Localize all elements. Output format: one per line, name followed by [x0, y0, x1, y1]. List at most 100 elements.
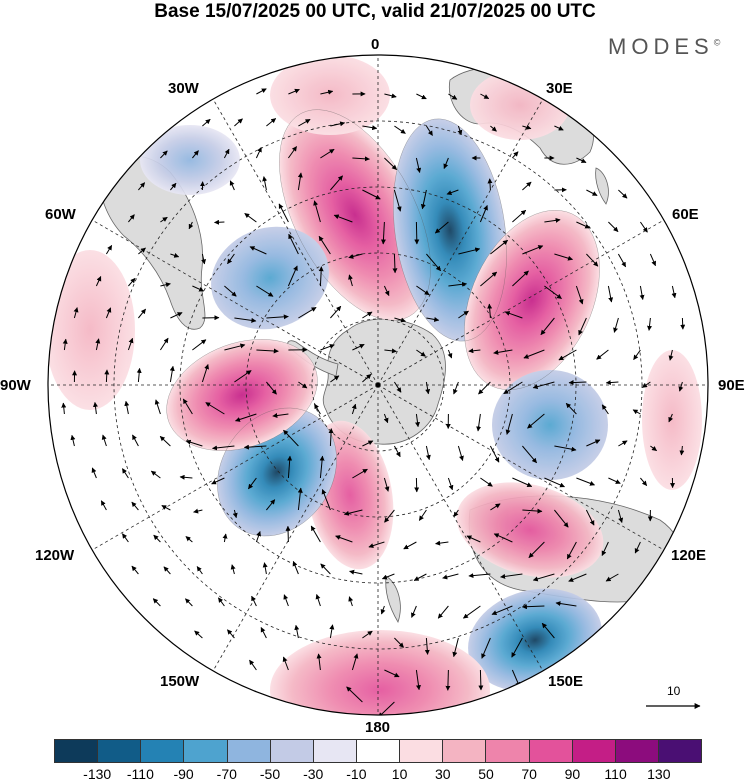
- wind-arrow: [383, 413, 389, 424]
- wind-arrow: [458, 247, 481, 255]
- colorbar-swatch: [98, 740, 142, 762]
- wind-arrow: [500, 573, 523, 579]
- colorbar-swatch: [443, 740, 487, 762]
- wind-arrow: [568, 573, 587, 582]
- wind-arrow: [394, 637, 404, 648]
- wind-arrow: [522, 124, 532, 130]
- wind-arrow: [445, 669, 451, 691]
- wind-arrow: [244, 212, 257, 223]
- wind-arrow: [544, 285, 562, 300]
- wind-arrow: [346, 686, 363, 703]
- wind-arrow: [522, 508, 543, 514]
- wind-arrow: [205, 402, 225, 415]
- wind-arrow: [413, 573, 427, 581]
- wind-arrow: [453, 381, 459, 395]
- wind-arrow: [442, 573, 459, 580]
- wind-arrow: [394, 317, 406, 323]
- wind-arrow: [554, 125, 564, 131]
- wind-arrow: [383, 477, 390, 492]
- wind-arrow: [202, 118, 211, 127]
- wind-arrow: [260, 627, 267, 639]
- wind-arrow: [608, 477, 621, 484]
- wind-arrow: [100, 500, 107, 511]
- colorbar-tick-label: 110: [604, 766, 627, 782]
- wind-arrow: [266, 381, 277, 395]
- colorbar-tick-label: -50: [259, 766, 281, 782]
- wind-arrow: [351, 653, 359, 671]
- wind-arrow: [128, 214, 135, 223]
- wind-arrow: [152, 598, 161, 607]
- wind-arrow: [192, 339, 207, 351]
- wind-arrow: [414, 221, 420, 245]
- wind-arrow: [568, 380, 587, 386]
- wind-arrow: [647, 317, 652, 331]
- wind-arrow: [416, 349, 426, 357]
- wind-arrow: [383, 285, 390, 297]
- wind-arrow: [639, 221, 648, 233]
- wind-arrow: [605, 380, 619, 386]
- wind-arrow: [288, 233, 299, 255]
- wind-arrow: [680, 317, 686, 330]
- wind-arrow: [170, 182, 177, 191]
- wind-arrow: [632, 409, 641, 415]
- wind-arrow: [314, 403, 321, 415]
- wind-arrow: [601, 404, 609, 415]
- wind-arrow: [234, 118, 243, 127]
- wind-arrow: [319, 455, 325, 479]
- wind-arrow: [490, 503, 501, 511]
- lon-label-180: 180: [365, 719, 391, 736]
- wind-arrow: [128, 277, 136, 287]
- wind-arrow: [298, 381, 308, 389]
- wind-arrow: [601, 541, 609, 556]
- wind-arrow: [266, 314, 289, 320]
- wind-arrow: [493, 349, 513, 355]
- negative-anomaly-90e: [492, 370, 608, 480]
- wind-arrow: [468, 573, 491, 579]
- wind-arrow: [578, 317, 587, 336]
- wind-arrow: [335, 535, 353, 543]
- wind-arrow: [138, 182, 146, 191]
- wind-arrow: [457, 445, 464, 461]
- wind-arrow: [138, 308, 146, 319]
- wind-arrow: [633, 349, 641, 361]
- wind-arrow: [532, 381, 555, 390]
- wind-arrow: [649, 253, 656, 267]
- wind-arrow: [104, 369, 110, 383]
- wind-arrow: [150, 470, 161, 479]
- wind-arrow: [160, 282, 171, 288]
- wind-arrow: [211, 477, 225, 485]
- meridian-60w: [91, 219, 379, 386]
- wind-arrow: [235, 413, 257, 422]
- wind-arrow: [160, 150, 168, 159]
- wind-arrow: [476, 413, 482, 432]
- wind-arrow: [234, 317, 257, 323]
- meridian-150w: [212, 384, 379, 672]
- wind-arrow: [420, 189, 427, 210]
- wind-arrow: [313, 200, 321, 223]
- wind-arrow: [230, 564, 236, 575]
- wind-arrow: [266, 499, 276, 511]
- wind-arrow: [285, 525, 291, 543]
- wind-arrow: [255, 146, 262, 159]
- wind-arrow: [320, 148, 335, 159]
- meridian-30e: [377, 98, 544, 386]
- wind-arrow: [505, 413, 513, 435]
- colorbar-tick-label: 130: [647, 766, 671, 782]
- wind-arrow: [434, 221, 449, 234]
- wind-arrow: [266, 118, 277, 127]
- wind-arrow: [196, 566, 203, 575]
- wind-arrow: [201, 364, 210, 383]
- wind-arrow: [566, 541, 577, 560]
- wind-arrow: [528, 541, 545, 558]
- wind-arrow: [565, 402, 577, 415]
- lon-label-90e: 90E: [718, 377, 745, 394]
- wind-arrow: [169, 365, 175, 383]
- colorbar-swatch: [55, 740, 99, 762]
- wind-arrow: [618, 440, 628, 447]
- wind-arrow: [223, 148, 230, 159]
- wind-arrow: [214, 219, 225, 225]
- lon-label-60w: 60W: [45, 206, 76, 223]
- wind-arrow: [227, 629, 235, 639]
- wind-arrow: [185, 598, 193, 607]
- wind-arrow: [380, 221, 386, 245]
